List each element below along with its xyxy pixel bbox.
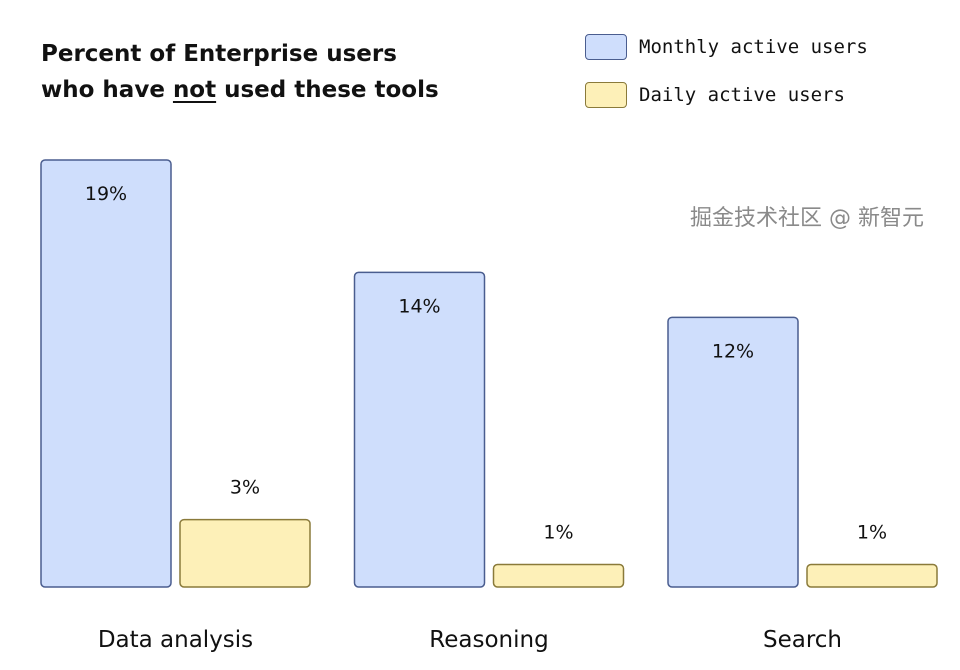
bar-daily [179,518,311,588]
title-part-a: who have [41,77,173,103]
legend-item-monthly: Monthly active users [585,33,868,61]
bar-daily [806,563,938,588]
legend-swatch-monthly [585,34,627,60]
title-part-not: not [172,77,217,103]
data-label: 12% [712,340,754,362]
legend-item-daily: Daily active users [585,81,868,109]
legend-label-monthly: Monthly active users [639,36,868,58]
title-part-b: used these tools [216,77,439,103]
legend-label-daily: Daily active users [639,84,845,106]
data-label: 3% [230,477,260,499]
bar-daily [492,563,625,588]
data-label: 1% [543,522,573,544]
category-label: Reasoning [429,627,548,653]
watermark: 掘金技术社区 @ 新智元 [690,206,924,231]
data-label: 14% [398,295,440,317]
legend-swatch-daily [585,82,627,108]
data-label: 1% [857,522,887,544]
category-label: Data analysis [98,627,253,653]
bar-monthly [667,316,799,588]
legend: Monthly active users Daily active users [585,33,868,129]
bar-monthly [353,271,486,588]
title-line-1: Percent of Enterprise users [41,41,397,67]
title-line-2: who have not used these tools [41,72,439,108]
category-label: Search [763,627,842,653]
data-label: 19% [85,183,127,205]
bar-monthly [40,159,172,588]
chart-title: Percent of Enterprise users who have not… [41,36,439,108]
